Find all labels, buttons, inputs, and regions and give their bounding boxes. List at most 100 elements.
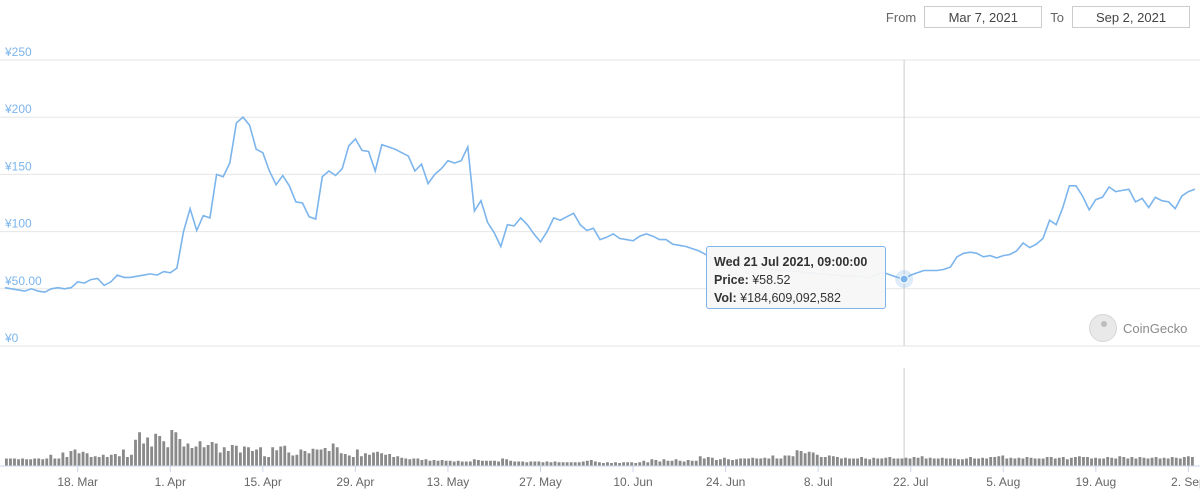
x-tick-label: 5. Aug [986,475,1020,489]
volume-bar [9,458,12,466]
to-label: To [1050,9,1064,25]
volume-bar [1065,459,1069,466]
volume-bar [226,451,230,466]
volume-bar [618,463,621,466]
volume-bar [606,462,609,466]
volume-bar [723,457,726,466]
volume-bar [751,457,755,466]
volume-bar [936,458,940,466]
volume-bar [880,458,884,466]
volume-bar [1053,458,1057,466]
volume-bar [319,449,323,466]
y-tick-label: ¥0 [4,331,19,345]
volume-bar [981,457,985,466]
volume-bar [105,457,109,466]
x-tick-label: 19. Aug [1075,475,1116,489]
volume-bar [49,454,53,466]
volume-bar [706,457,710,466]
volume-bar [690,460,694,466]
volume-bar [908,458,912,466]
volume-bar [97,457,101,466]
volume-bar [666,460,670,466]
volume-bar [170,430,174,466]
volume-bar [343,454,347,466]
volume-bar [779,458,783,466]
volume-bar [493,460,496,466]
volume-bar [335,447,339,466]
volume-bar [1162,457,1166,466]
volume-bar [872,457,876,466]
x-tick-label: 27. May [519,475,562,489]
volume-bar [53,458,57,466]
volume-bar [1138,457,1142,466]
volume-bar [969,457,972,466]
volume-bar [412,458,416,466]
volume-bar [247,447,250,466]
volume-bar [1174,457,1178,466]
x-tick-label: 29. Apr [336,475,374,489]
x-tick-label: 2. Sep [1171,475,1200,489]
volume-bar [396,456,400,466]
volume-bar [380,453,383,466]
volume-bar [989,457,993,466]
volume-bar [944,458,948,466]
volume-bar [702,458,706,466]
volume-bar [81,451,85,466]
volume-bar [154,433,158,466]
volume-bar [819,457,823,466]
volume-bar [650,459,654,466]
volume-bar [472,459,476,466]
volume-bar [1114,458,1118,466]
volume-bar [593,461,597,466]
volume-bar [573,462,577,466]
volume-bar [468,461,472,466]
volume-bar [182,446,186,466]
volume-bar [364,453,367,466]
volume-bar [295,454,299,466]
volume-bar [904,457,908,466]
date-range-selector: From Mar 7, 2021 To Sep 2, 2021 [886,5,1190,29]
volume-bar [1041,458,1045,466]
volume-bar [202,447,206,466]
volume-bar [21,458,24,466]
volume-bar [355,449,359,466]
volume-bar [565,462,569,466]
volume-bar [238,452,242,466]
volume-bar [932,458,936,466]
volume-bar [1186,456,1190,466]
volume-bar [965,458,968,466]
volume-bar [634,463,638,466]
volume-bar [1102,458,1106,466]
volume-bar [517,461,521,466]
volume-bar [993,457,997,466]
volume-bar [811,452,815,466]
volume-bar [1017,457,1021,466]
volume-bar [694,460,698,466]
volume-bar [856,458,859,466]
y-tick-label: ¥50.00 [4,274,42,288]
volume-bar [622,462,626,466]
tooltip-date: Wed 21 Jul 2021, 09:00:00 [714,255,868,269]
volume-bar [815,454,819,466]
volume-bar [1190,457,1194,466]
volume-bar [448,460,452,466]
volume-bar [1033,458,1037,466]
volume-bar [368,454,371,466]
volume-bar [948,458,952,466]
volume-bar [142,443,145,466]
volume-bar [541,462,545,466]
volume-bar [533,461,537,466]
to-date-input[interactable]: Sep 2, 2021 [1072,6,1190,28]
volume-bar [347,455,351,466]
volume-bar [739,458,743,466]
volume-bar [267,457,271,466]
volume-bar [113,454,117,466]
y-tick-label: ¥250 [4,45,32,59]
volume-bar [1082,457,1085,466]
coingecko-watermark: CoinGecko [1089,314,1187,342]
from-date-input[interactable]: Mar 7, 2021 [924,6,1043,28]
volume-bar [198,441,202,466]
volume-bar [549,462,553,466]
from-label: From [885,9,917,25]
